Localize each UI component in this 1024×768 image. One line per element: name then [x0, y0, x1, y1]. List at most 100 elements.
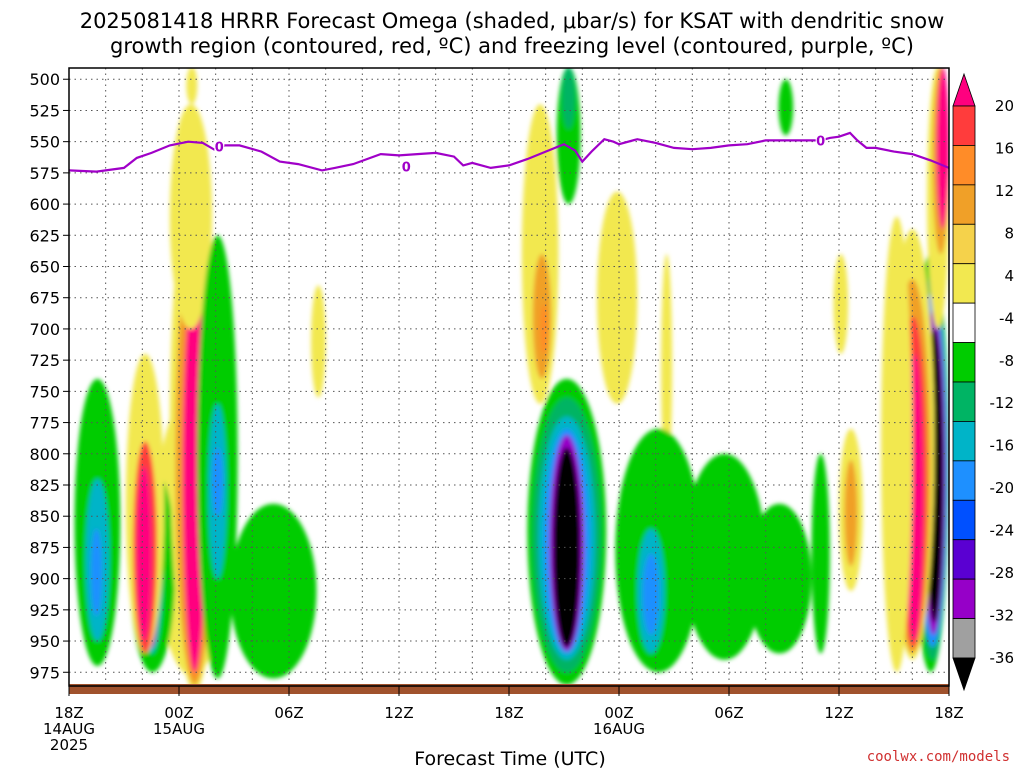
omega-shade-sinking-motion-lobe-13z-16aug-level-1 [844, 460, 858, 567]
x-tick-label-0-0: 18Z [54, 704, 83, 722]
grid-lines [69, 68, 949, 686]
y-tick-label-875: 875 [29, 538, 60, 557]
freezing-contour-label-2: 0 [816, 134, 825, 149]
omega-shade-sinking-motion-upper-18z-16aug-level-2 [936, 68, 949, 230]
chart-title-line-1: 2025081418 HRRR Forecast Omega (shaded, … [80, 9, 945, 33]
colorbar-label-m4: -4 [999, 309, 1014, 327]
colorbar-label-m24: -24 [990, 522, 1015, 540]
x-tick-label-0-1: 14AUG [43, 720, 95, 738]
omega-region-sinking-motion-upper-18z-16aug [927, 68, 949, 329]
y-tick-label-500: 500 [29, 70, 60, 89]
freezing-label-bg-2 [815, 132, 826, 148]
colorbar-label-m28: -28 [990, 564, 1015, 582]
freezing-contour-label-1: 0 [402, 161, 411, 176]
colorbar-bin-13 [952, 578, 976, 619]
colorbar-bin-bottom-arrow [952, 657, 976, 692]
freezing-level-contour: 0 0 0 [69, 131, 949, 176]
colorbar: 20 16 12 8 4 -4 -8 -12 -16 -20 -24 -28 -32 -36 [952, 72, 1015, 692]
y-tick-label-925: 925 [29, 601, 60, 620]
y-tick-label-600: 600 [29, 195, 60, 214]
omega-shade-sinking-motion-lobe-12z-16aug-level-0 [833, 254, 849, 354]
omega-region-upward-motion-small-09z-16aug [778, 79, 794, 136]
y-tick-label-700: 700 [29, 320, 60, 339]
colorbar-label-m20: -20 [990, 479, 1015, 497]
y-tick-label-650: 650 [29, 258, 60, 277]
omega-shade-upward-motion-block-15aug-level-0 [230, 503, 317, 679]
colorbar-bin-9 [952, 421, 976, 462]
colorbar-label-20: 20 [995, 97, 1014, 115]
colorbar-bin-10 [952, 460, 976, 501]
y-tick-label-775: 775 [29, 414, 60, 433]
y-tick-label-750: 750 [29, 382, 60, 401]
y-tick-label-525: 525 [29, 101, 60, 120]
omega-region-upward-motion-core-00z-16aug [527, 378, 607, 685]
colorbar-label-m8: -8 [999, 352, 1014, 370]
y-axis-pressure-ticks: 500 525 550 575 600 625 650 675 700 725 750 775 800 8… [29, 70, 69, 682]
colorbar-bin-5 [952, 263, 976, 304]
x-tick-label-0-2: 2025 [50, 736, 88, 754]
colorbar-label-m36: -36 [990, 649, 1015, 667]
y-tick-label-550: 550 [29, 133, 60, 152]
freezing-label-bg-1 [401, 158, 412, 174]
colorbar-bin-8 [952, 381, 976, 422]
omega-region-sinking-motion-lobe-19z-14aug [125, 353, 165, 654]
colorbar-label-m32: -32 [990, 607, 1015, 625]
freezing-label-bg-0 [214, 138, 225, 154]
omega-shade-sinking-motion-upper-00z-15aug-level-0 [169, 104, 213, 329]
y-tick-label-675: 675 [29, 289, 60, 308]
x-tick-label-5-0: 00Z [604, 704, 633, 722]
y-tick-label-725: 725 [29, 351, 60, 370]
omega-shade-sinking-motion-lobe-10z-15aug-level-0 [311, 285, 326, 398]
colorbar-label-8: 8 [1004, 224, 1014, 242]
x-tick-label-1-1: 15AUG [153, 720, 205, 738]
omega-shade-upward-motion-band-16aug-level-2 [642, 553, 660, 635]
omega-shade-sinking-motion-lobe-16z-16aug-level-0 [881, 216, 913, 673]
x-tick-label-8-0: 18Z [934, 704, 963, 722]
y-tick-label-950: 950 [29, 632, 60, 651]
omega-shade-sinking-motion-lobe-19z-14aug-level-2 [136, 466, 152, 642]
colorbar-label-4: 4 [1004, 267, 1014, 285]
omega-region-upward-motion-block-15aug [230, 503, 317, 679]
omega-shade-upward-motion-lobe-01z-15aug-level-2 [212, 447, 223, 517]
colorbar-bin-top-arrow [952, 72, 976, 107]
omega-shade-upward-motion-band-16aug-level-5 [811, 453, 830, 654]
colorbar-label-m12: -12 [990, 394, 1015, 412]
omega-shade-upward-motion-band-16aug-level-3 [683, 453, 766, 660]
x-tick-label-5-1: 16AUG [593, 720, 645, 738]
x-tick-label-3-0: 12Z [384, 704, 413, 722]
y-tick-label-825: 825 [29, 476, 60, 495]
plot-area: 0 0 0 [68, 67, 950, 694]
y-tick-label-975: 975 [29, 663, 60, 682]
omega-region-sinking-motion-lobe-12z-16aug [833, 254, 849, 354]
chart-title-line-2: growth region (contoured, red, ºC) and f… [110, 34, 914, 58]
omega-region-upward-motion-lobe-19z-14aug [74, 378, 121, 667]
colorbar-bin-1 [952, 105, 976, 146]
omega-region-sinking-motion-lobe-10z-15aug [311, 285, 326, 398]
freezing-level-line [69, 131, 949, 173]
colorbar-label-16: 16 [995, 139, 1014, 157]
site-credit: coolwx.com/models [867, 749, 1010, 765]
omega-region-upward-motion-upper-21z-15aug [556, 68, 581, 205]
omega-shade-sinking-motion-lobe-02z-16aug-level-0 [597, 191, 638, 404]
colorbar-label-m16: -16 [990, 437, 1015, 455]
colorbar-bin-6 [952, 302, 976, 343]
omega-region-sinking-motion-upper-00z-15aug [169, 68, 213, 329]
omega-region-upward-motion-lobe-01z-15aug [197, 235, 238, 679]
colorbar-bin-3 [952, 184, 976, 225]
omega-shade-upward-motion-core-00z-16aug-level-5 [553, 447, 581, 648]
freezing-contour-label-0: 0 [215, 141, 224, 156]
x-tick-label-1-0: 00Z [164, 704, 193, 722]
x-axis-label: Forecast Time (UTC) [414, 748, 605, 768]
omega-shade-upward-motion-lobe-19z-14aug-level-2 [91, 528, 102, 617]
colorbar-label-12: 12 [995, 182, 1014, 200]
omega-region-sinking-motion-lobe-02z-16aug [597, 191, 638, 404]
colorbar-bin-7 [952, 342, 976, 383]
omega-shade-upward-motion-small-09z-16aug-level-0 [778, 79, 794, 136]
omega-shade-sinking-motion-upper-00z-15aug-level-1 [186, 68, 198, 105]
x-tick-label-2-0: 06Z [274, 704, 303, 722]
omega-shade-sinking-motion-lobe-21z-15aug-level-2 [540, 303, 548, 354]
y-tick-label-625: 625 [29, 226, 60, 245]
y-tick-label-850: 850 [29, 507, 60, 526]
